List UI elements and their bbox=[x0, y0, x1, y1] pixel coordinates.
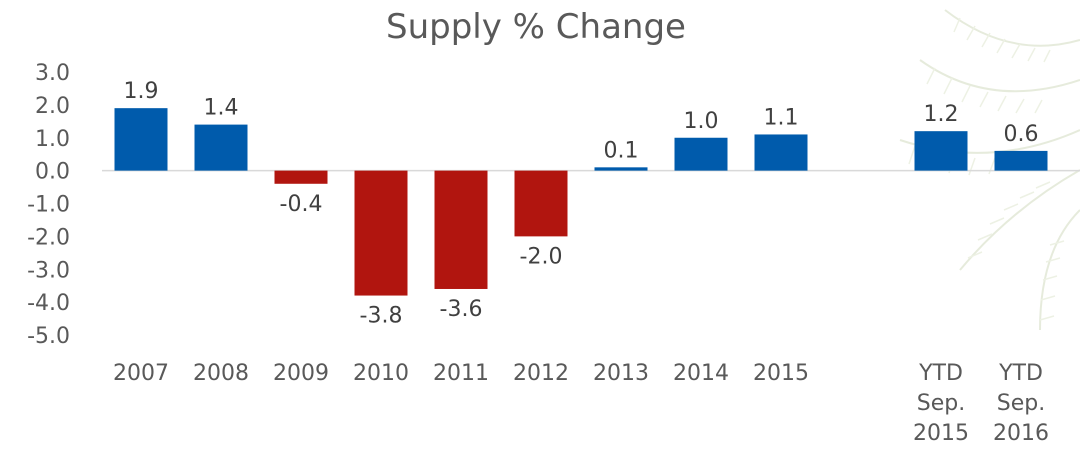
y-tick-label: 1.0 bbox=[35, 127, 70, 152]
data-label: 1.9 bbox=[124, 79, 159, 104]
data-label: -3.8 bbox=[360, 304, 403, 329]
y-tick-label: 3.0 bbox=[35, 61, 70, 86]
bar bbox=[114, 108, 168, 171]
y-axis: 3.0 2.0 1.0 0.0 -1.0 -2.0 -3.0 -4.0 -5.0 bbox=[27, 61, 70, 349]
x-tick-label: 2014 bbox=[673, 361, 729, 386]
bar bbox=[994, 150, 1048, 171]
bar bbox=[674, 137, 728, 171]
bar bbox=[274, 170, 328, 184]
y-tick-label: -2.0 bbox=[27, 225, 70, 250]
data-label: 1.1 bbox=[764, 105, 799, 130]
x-tick-label: YTD Sep. 2016 bbox=[993, 361, 1049, 446]
palm-frond-icon bbox=[899, 9, 1080, 331]
data-label: 1.0 bbox=[684, 109, 719, 134]
y-tick-label: 0.0 bbox=[35, 160, 70, 185]
bars bbox=[114, 108, 1048, 296]
y-tick-label: -1.0 bbox=[27, 193, 70, 218]
bar bbox=[514, 170, 568, 237]
data-label: 0.6 bbox=[1004, 122, 1039, 147]
data-label: 1.2 bbox=[924, 102, 959, 127]
data-label: -3.6 bbox=[440, 297, 483, 322]
bar bbox=[434, 170, 488, 289]
bar bbox=[194, 124, 248, 171]
x-tick-label: 2009 bbox=[273, 361, 329, 386]
x-tick-label: 2012 bbox=[513, 361, 569, 386]
x-tick-label: YTD Sep. 2015 bbox=[913, 361, 969, 446]
bar bbox=[914, 131, 968, 171]
y-tick-label: -5.0 bbox=[27, 324, 70, 349]
bar bbox=[354, 170, 408, 296]
x-tick-label: 2008 bbox=[193, 361, 249, 386]
data-labels: 1.9 1.4 -0.4 -3.8 -3.6 -2.0 0.1 1.0 1.1 1.2 0.6 bbox=[124, 79, 1039, 328]
data-label: 0.1 bbox=[604, 138, 639, 163]
y-tick-label: -4.0 bbox=[27, 291, 70, 316]
x-tick-label: 2015 bbox=[753, 361, 809, 386]
x-axis: 2007 2008 2009 2010 2011 2012 2013 2014 2015 YTD S… bbox=[113, 361, 1049, 446]
y-tick-label: -3.0 bbox=[27, 258, 70, 283]
x-tick-label: 2010 bbox=[353, 361, 409, 386]
y-tick-label: 2.0 bbox=[35, 94, 70, 119]
data-label: 1.4 bbox=[204, 96, 239, 121]
data-label: -2.0 bbox=[520, 244, 563, 269]
bar bbox=[594, 167, 648, 171]
x-tick-label: 2011 bbox=[433, 361, 489, 386]
x-tick-label: 2007 bbox=[113, 361, 169, 386]
chart-title: Supply % Change bbox=[386, 7, 686, 47]
bar bbox=[754, 134, 808, 171]
data-label: -0.4 bbox=[280, 192, 323, 217]
x-tick-label: 2013 bbox=[593, 361, 649, 386]
